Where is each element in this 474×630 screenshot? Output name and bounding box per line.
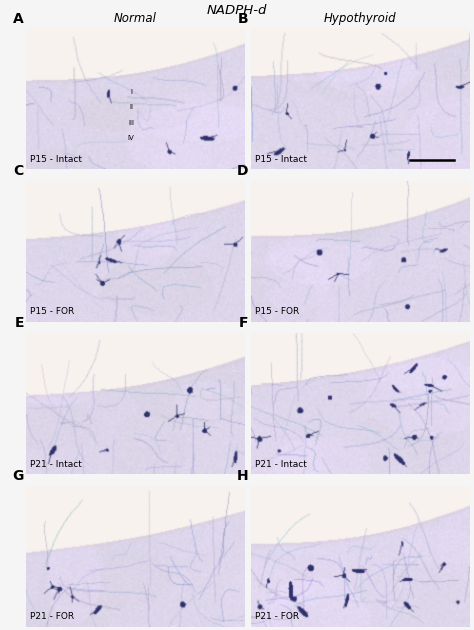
Text: P15 - Intact: P15 - Intact	[30, 155, 82, 164]
Text: P21 - FOR: P21 - FOR	[255, 612, 299, 621]
Text: IV: IV	[128, 135, 135, 141]
Text: II: II	[129, 105, 133, 110]
Text: P15 - FOR: P15 - FOR	[255, 307, 299, 316]
Text: P21 - Intact: P21 - Intact	[30, 460, 82, 469]
Text: P15 - FOR: P15 - FOR	[30, 307, 75, 316]
Text: Normal: Normal	[114, 12, 157, 25]
Text: B: B	[237, 11, 248, 26]
Text: C: C	[14, 164, 24, 178]
Text: F: F	[239, 316, 248, 331]
Text: P15 - Intact: P15 - Intact	[255, 155, 307, 164]
Text: G: G	[12, 469, 24, 483]
Text: III: III	[128, 120, 134, 126]
Text: P21 - Intact: P21 - Intact	[255, 460, 307, 469]
Text: A: A	[13, 11, 24, 26]
Text: NADPH-d: NADPH-d	[207, 4, 267, 17]
Text: P21 - FOR: P21 - FOR	[30, 612, 74, 621]
Text: Hypothyroid: Hypothyroid	[324, 12, 396, 25]
Text: E: E	[14, 316, 24, 331]
Text: H: H	[237, 469, 248, 483]
Text: I: I	[130, 89, 132, 95]
Text: D: D	[237, 164, 248, 178]
